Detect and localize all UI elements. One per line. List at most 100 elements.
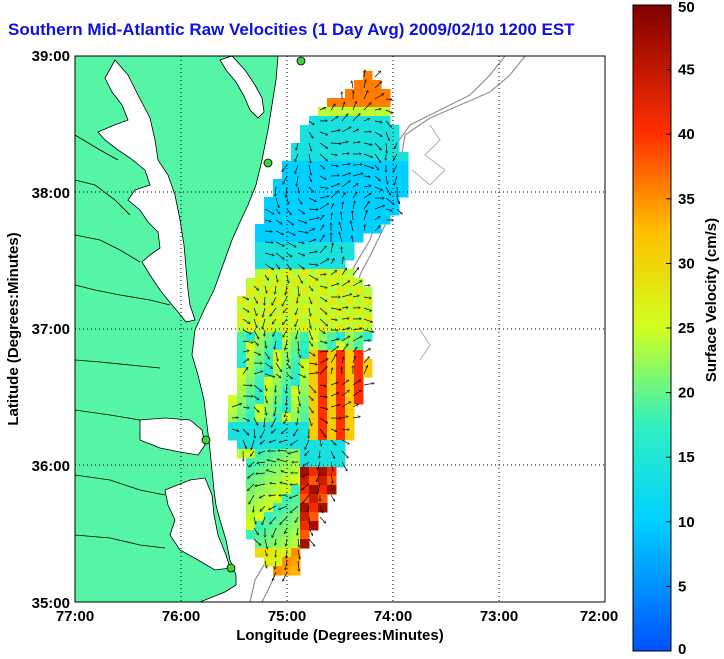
velocity-arrow: [298, 186, 299, 193]
velocity-cell: [327, 422, 337, 432]
velocity-cell: [282, 467, 292, 477]
velocity-arrow: [253, 527, 258, 535]
velocity-cell: [309, 170, 319, 180]
velocity-cell: [255, 278, 265, 288]
velocity-arrow: [374, 153, 381, 162]
velocity-cell: [264, 305, 274, 315]
velocity-cell: [318, 476, 328, 486]
velocity-cell: [291, 188, 301, 198]
velocity-arrow: [319, 164, 325, 169]
velocity-arrow: [308, 153, 311, 163]
velocity-arrow: [341, 461, 347, 471]
velocity-cell: [381, 197, 391, 207]
velocity-arrow: [297, 296, 298, 303]
velocity-cell: [381, 98, 391, 108]
y-tick-label: 39:00: [32, 48, 70, 65]
velocity-cell: [336, 215, 346, 225]
velocity-cell: [309, 233, 319, 243]
velocity-cell: [246, 395, 256, 405]
velocity-arrow: [264, 384, 267, 391]
velocity-arrow: [275, 263, 279, 269]
velocity-arrow: [330, 383, 338, 386]
velocity-cell: [300, 377, 310, 387]
velocity-arrow: [319, 367, 327, 375]
velocity-arrow: [253, 505, 254, 512]
velocity-cell: [291, 368, 301, 378]
velocity-cell: [309, 503, 319, 513]
velocity-arrow: [297, 362, 303, 368]
velocity-arrow: [363, 119, 369, 122]
velocity-cell: [291, 395, 301, 405]
velocity-cell: [291, 530, 301, 540]
velocity-cell: [327, 98, 337, 108]
velocity-arrow: [309, 516, 310, 524]
velocity-arrow: [303, 461, 310, 466]
velocity-cell: [318, 395, 328, 405]
velocity-cell: [264, 368, 274, 378]
velocity-cell: [309, 278, 319, 288]
velocity-arrow: [253, 340, 258, 345]
velocity-cell: [300, 476, 310, 486]
velocity-arrow: [319, 329, 325, 333]
velocity-cell: [300, 179, 310, 189]
velocity-cell: [309, 287, 319, 297]
velocity-cell: [345, 251, 355, 261]
velocity-arrow: [242, 359, 249, 364]
colorbar-tick-label: 25: [678, 320, 695, 337]
velocity-arrow: [341, 318, 349, 319]
velocity-cell: [255, 341, 265, 351]
velocity-arrow: [319, 142, 327, 148]
velocity-cell: [291, 152, 301, 162]
velocity-arrow: [270, 516, 277, 524]
velocity-cell: [300, 440, 310, 450]
velocity-cell: [345, 89, 355, 99]
velocity-arrow: [297, 208, 304, 214]
velocity-cell: [291, 287, 301, 297]
velocity-arrow: [275, 384, 276, 392]
velocity-arrow: [319, 225, 324, 232]
velocity-cell: [300, 314, 310, 324]
velocity-cell: [327, 323, 337, 333]
colorbar-tick-label: 10: [678, 514, 695, 531]
velocity-cell: [273, 350, 283, 360]
velocity-arrow: [330, 339, 339, 342]
velocity-cell: [291, 485, 301, 495]
velocity-cell: [309, 431, 319, 441]
velocity-arrow: [275, 186, 276, 196]
velocity-arrow: [270, 307, 277, 316]
velocity-cell: [300, 404, 310, 414]
velocity-cell: [300, 161, 310, 171]
velocity-cell: [300, 233, 310, 243]
velocity-arrow: [308, 142, 311, 151]
velocity-arrow: [330, 405, 340, 408]
velocity-cell: [309, 377, 319, 387]
velocity-arrow: [269, 439, 277, 442]
velocity-arrow: [330, 307, 341, 310]
velocity-arrow: [308, 285, 313, 291]
velocity-cell: [237, 350, 247, 360]
velocity-cell: [354, 332, 364, 342]
velocity-cell: [291, 197, 301, 207]
velocity-cell: [246, 359, 256, 369]
velocity-arrow: [264, 274, 268, 280]
velocity-arrow: [319, 204, 328, 210]
velocity-arrow: [319, 215, 324, 221]
velocity-cell: [264, 386, 274, 396]
velocity-arrow: [364, 70, 365, 78]
velocity-arrow: [264, 373, 275, 377]
velocity-cell: [300, 260, 310, 270]
velocity-cell: [336, 332, 346, 342]
velocity-cell: [273, 314, 283, 324]
velocity-arrow: [302, 483, 310, 489]
velocity-arrow: [341, 193, 345, 199]
velocity-cell: [237, 368, 247, 378]
velocity-cell: [300, 485, 310, 495]
velocity-arrow: [319, 131, 328, 135]
velocity-arrow: [280, 482, 288, 485]
velocity-arrow: [341, 127, 351, 133]
velocity-cell: [300, 359, 310, 369]
velocity-cell: [291, 539, 301, 549]
velocity-arrow: [319, 307, 327, 314]
velocity-arrow: [352, 201, 355, 210]
velocity-cell: [336, 134, 346, 144]
